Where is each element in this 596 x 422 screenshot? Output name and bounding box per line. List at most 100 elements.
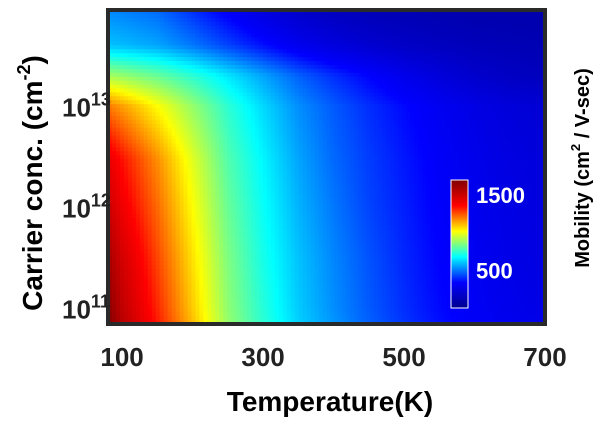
heatmap-cell — [171, 167, 177, 172]
heatmap-cell — [537, 53, 542, 58]
heatmap-cell — [326, 88, 332, 94]
heatmap-cell — [219, 151, 224, 156]
heatmap-cell — [330, 96, 336, 101]
heatmap-cell — [175, 139, 181, 145]
heatmap-cell — [390, 108, 395, 113]
heatmap-cell — [219, 131, 224, 137]
heatmap-cell — [139, 41, 145, 46]
heatmap-cell — [147, 33, 153, 39]
heatmap-cell — [239, 68, 244, 74]
heatmap-cell — [322, 33, 328, 39]
heatmap-cell — [354, 178, 359, 184]
heatmap-cell — [159, 72, 165, 78]
heatmap-cell — [394, 10, 399, 15]
heatmap-cell — [215, 104, 220, 109]
heatmap-cell — [247, 92, 252, 97]
heatmap-cell — [318, 131, 324, 137]
heatmap-cell — [449, 151, 455, 156]
heatmap-cell — [457, 167, 463, 172]
heatmap-cell — [473, 96, 479, 101]
heatmap-cell — [322, 53, 328, 58]
heatmap-cell — [485, 178, 490, 184]
heatmap-cell — [318, 25, 324, 31]
heatmap-cell — [243, 143, 248, 148]
heatmap-cell — [239, 131, 244, 137]
heatmap-cell — [370, 112, 375, 117]
heatmap-cell — [207, 88, 212, 94]
heatmap-cell — [203, 53, 208, 58]
heatmap-cell — [187, 167, 193, 172]
heatmap-cell — [227, 29, 232, 35]
heatmap-cell — [171, 139, 177, 145]
heatmap-cell — [513, 139, 518, 145]
heatmap-cell — [338, 80, 343, 86]
heatmap-cell — [207, 178, 212, 184]
heatmap-cell — [187, 131, 193, 137]
heatmap-cell — [183, 115, 189, 121]
heatmap-cell — [386, 57, 391, 62]
heatmap-cell — [374, 104, 379, 109]
heatmap-cell — [131, 174, 137, 180]
heatmap-cell — [286, 178, 292, 184]
heatmap-cell — [322, 151, 328, 156]
heatmap-cell — [290, 29, 296, 35]
heatmap-cell — [461, 174, 467, 180]
heatmap-cell — [405, 182, 411, 188]
heatmap-cell — [517, 57, 522, 62]
heatmap-cell — [163, 21, 169, 27]
heatmap-cell — [481, 72, 487, 78]
heatmap-cell — [485, 182, 490, 188]
heatmap-cell — [433, 72, 439, 78]
heatmap-cell — [358, 96, 363, 101]
heatmap-cell — [195, 64, 200, 70]
heatmap-cell — [481, 100, 487, 105]
heatmap-cell — [274, 49, 280, 54]
heatmap-cell — [115, 163, 121, 168]
heatmap-cell — [183, 84, 189, 90]
heatmap-cell — [302, 143, 308, 148]
heatmap-cell — [119, 119, 125, 125]
heatmap-cell — [139, 29, 145, 35]
heatmap-cell — [413, 167, 419, 172]
heatmap-cell — [159, 96, 165, 101]
heatmap-cell — [521, 147, 526, 152]
heatmap-cell — [258, 88, 264, 94]
heatmap-cell — [298, 49, 304, 54]
heatmap-cell — [493, 139, 498, 145]
heatmap-cell — [501, 37, 506, 42]
heatmap-cell — [290, 64, 296, 70]
heatmap-cell — [235, 61, 240, 66]
heatmap-cell — [195, 104, 200, 109]
heatmap-cell — [322, 100, 328, 105]
heatmap-cell — [175, 61, 181, 66]
heatmap-cell — [123, 37, 129, 42]
heatmap-cell — [247, 100, 252, 105]
heatmap-cell — [330, 80, 336, 86]
heatmap-cell — [445, 104, 451, 109]
heatmap-cell — [326, 92, 332, 97]
heatmap-cell — [453, 17, 459, 23]
heatmap-cell — [378, 178, 383, 184]
heatmap-cell — [429, 68, 435, 74]
heatmap-cell — [183, 131, 189, 137]
heatmap-cell — [254, 100, 260, 105]
heatmap-cell — [195, 115, 200, 121]
heatmap-cell — [302, 17, 308, 23]
heatmap-cell — [513, 178, 518, 184]
heatmap-cell — [207, 13, 212, 19]
heatmap-cell — [235, 13, 240, 19]
heatmap-cell — [262, 135, 268, 141]
heatmap-cell — [270, 53, 276, 58]
heatmap-cell — [282, 135, 288, 141]
heatmap-cell — [513, 135, 518, 141]
heatmap-cell — [338, 53, 343, 58]
heatmap-cell — [537, 49, 542, 54]
heatmap-cell — [525, 25, 530, 31]
heatmap-cell — [270, 174, 276, 180]
heatmap-cell — [453, 139, 459, 145]
heatmap-cell — [370, 135, 375, 141]
heatmap-cell — [219, 115, 224, 121]
heatmap-cell — [183, 104, 189, 109]
heatmap-cell — [195, 21, 200, 27]
heatmap-cell — [509, 139, 514, 145]
